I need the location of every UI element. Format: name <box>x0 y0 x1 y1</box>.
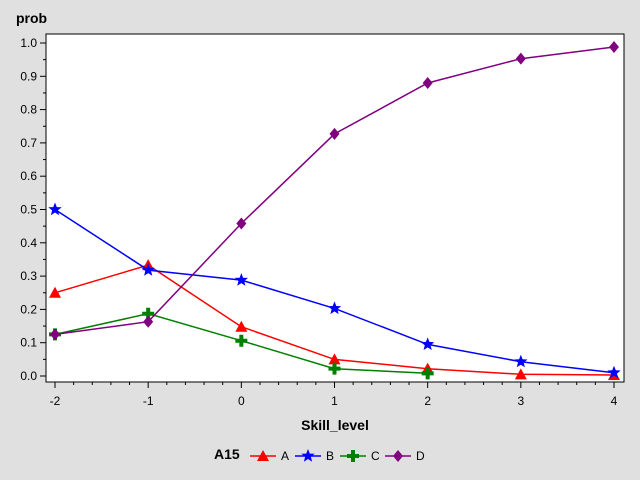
data-point-A <box>235 320 248 332</box>
legend: A15 A B C D <box>214 446 425 463</box>
data-point-C <box>421 367 434 380</box>
legend-label-A: A <box>281 449 289 463</box>
x-tick-label: 2 <box>424 394 431 408</box>
data-point-A <box>49 286 61 298</box>
data-point-B <box>234 273 248 286</box>
x-tick-label: -1 <box>143 394 154 408</box>
y-tick-label: 0.1 <box>20 336 37 350</box>
data-point-D <box>50 328 60 341</box>
y-tick-label: 0.2 <box>20 302 37 316</box>
y-axis-title: prob <box>16 10 47 26</box>
y-axis: 0.0 0.1 0.2 0.3 0.4 0.5 0.6 0.7 0.8 0.9 1.0 <box>20 36 46 383</box>
series-D <box>50 40 619 341</box>
data-point-B <box>421 337 435 350</box>
series-layer <box>48 40 621 381</box>
data-point-C <box>142 307 155 320</box>
data-point-A <box>514 368 527 380</box>
data-point-B <box>48 202 62 216</box>
y-tick-label: 0.4 <box>20 236 37 250</box>
y-tick-label: 1.0 <box>20 36 37 50</box>
x-tick-label: 4 <box>611 394 618 408</box>
y-tick-label: 0.9 <box>20 69 37 83</box>
y-tick-label: 0.8 <box>20 103 37 117</box>
x-tick-label: 0 <box>238 394 245 408</box>
data-point-D <box>143 315 154 328</box>
data-point-B <box>514 354 528 368</box>
x-axis-title: Skill_level <box>301 417 369 433</box>
series-B <box>48 202 621 379</box>
y-tick-label: 0.0 <box>20 369 37 383</box>
x-tick-label: 3 <box>517 394 524 408</box>
data-point-C <box>328 362 341 375</box>
data-point-D <box>609 40 619 53</box>
legend-label-B: B <box>326 449 334 463</box>
legend-marker-A <box>257 450 269 461</box>
data-point-D <box>329 127 340 140</box>
y-tick-label: 0.5 <box>20 203 37 217</box>
data-point-C <box>235 334 248 347</box>
legend-label-C: C <box>371 449 380 463</box>
data-point-B <box>327 301 342 315</box>
legend-marker-B <box>301 449 315 462</box>
y-tick-label: 0.3 <box>20 269 37 283</box>
data-point-A <box>328 353 341 365</box>
plot-area <box>45 33 625 383</box>
data-point-D <box>515 52 526 65</box>
legend-marker-C <box>347 450 359 462</box>
legend-label-D: D <box>416 449 425 463</box>
y-tick-label: 0.6 <box>20 169 37 183</box>
data-point-D <box>236 217 247 230</box>
legend-marker-D <box>393 450 403 462</box>
x-tick-label: -2 <box>50 394 61 408</box>
data-point-D <box>422 76 433 89</box>
y-tick-label: 0.7 <box>20 136 37 150</box>
x-axis: -2 -1 0 1 2 3 4 <box>50 382 618 408</box>
data-point-B <box>607 365 621 379</box>
legend-title: A15 <box>214 446 240 462</box>
data-point-B <box>141 263 155 276</box>
x-tick-label: 1 <box>331 394 338 408</box>
